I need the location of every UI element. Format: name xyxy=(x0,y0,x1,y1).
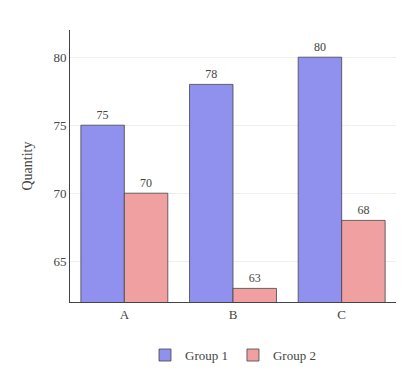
svg-text:B: B xyxy=(229,307,238,322)
svg-text:65: 65 xyxy=(53,254,66,269)
svg-text:70: 70 xyxy=(140,176,152,190)
svg-text:Group 1: Group 1 xyxy=(185,348,228,363)
svg-text:C: C xyxy=(337,307,346,322)
svg-text:Quantity: Quantity xyxy=(20,142,35,191)
svg-text:80: 80 xyxy=(53,50,66,65)
svg-text:68: 68 xyxy=(357,203,369,217)
svg-text:78: 78 xyxy=(205,67,217,81)
svg-text:75: 75 xyxy=(97,108,109,122)
svg-text:63: 63 xyxy=(249,271,261,285)
svg-text:75: 75 xyxy=(53,118,66,133)
svg-text:Group 2: Group 2 xyxy=(273,348,316,363)
svg-text:80: 80 xyxy=(314,40,326,54)
svg-text:70: 70 xyxy=(53,186,66,201)
svg-text:A: A xyxy=(120,307,130,322)
